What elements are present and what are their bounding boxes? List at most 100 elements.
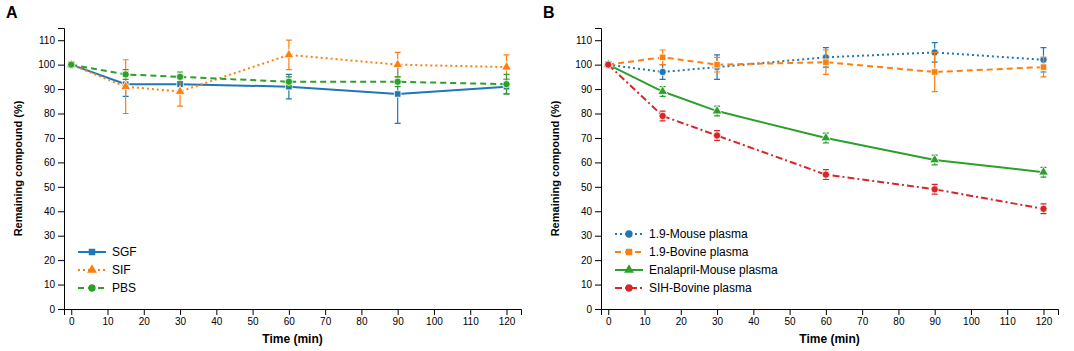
tick-label: 20: [139, 316, 151, 327]
tick: 100: [963, 309, 980, 327]
series: [68, 61, 510, 123]
tick-mark: [58, 89, 64, 90]
tick-label: 10: [102, 316, 114, 327]
tick: 70: [44, 133, 64, 144]
tick: 100: [575, 59, 601, 70]
tick-mark: [434, 309, 435, 315]
tick-mark: [71, 309, 72, 315]
tick-mark: [58, 211, 64, 212]
tick-label: 50: [581, 182, 593, 193]
tick-label: 60: [821, 316, 833, 327]
marker: [66, 59, 76, 68]
error-bar: [123, 70, 129, 80]
tick-mark: [595, 211, 601, 212]
tick: 0: [606, 309, 612, 327]
tick-mark: [595, 65, 601, 66]
tick: 60: [44, 157, 64, 168]
tick: 50: [785, 309, 797, 327]
tick-mark: [753, 309, 754, 315]
series: [66, 40, 511, 113]
x-axis: 0102030405060708090100110120: [602, 309, 1059, 327]
tick: 40: [748, 309, 760, 327]
tick-label: 80: [44, 108, 56, 119]
marker: [931, 186, 938, 193]
error-bar: [714, 55, 720, 79]
tick-label: 30: [175, 316, 187, 327]
legend-item: 1.9-Bovine plasma: [615, 245, 749, 259]
error-bar: [714, 57, 720, 72]
tick-mark: [595, 89, 601, 90]
marker: [823, 59, 829, 65]
tick-label: 100: [963, 316, 980, 327]
tick: 30: [44, 230, 64, 241]
legend: 1.9-Mouse plasma 1.9-Bovine plasma Enalapr…: [615, 227, 778, 295]
legend-marker: [626, 249, 632, 255]
tick: 90: [44, 84, 64, 95]
marker: [659, 112, 666, 119]
tick-label: 70: [581, 133, 593, 144]
legend-label: Enalapril-Mouse plasma: [649, 263, 778, 277]
tick-label: 40: [211, 316, 223, 327]
tick: 120: [1036, 309, 1053, 327]
tick-label: 80: [356, 316, 368, 327]
tick-label: 30: [581, 230, 593, 241]
tick-label: 0: [49, 304, 55, 315]
tick-mark: [58, 40, 64, 41]
tick: 80: [893, 309, 905, 327]
tick-label: 10: [581, 279, 593, 290]
tick-label: 10: [639, 316, 651, 327]
marker: [822, 171, 829, 178]
panel-title: A: [6, 4, 18, 21]
tick: 10: [581, 279, 601, 290]
marker: [176, 73, 183, 80]
tick-label: 110: [39, 35, 55, 46]
chart-svg: 0102030405060708090100110120010203040506…: [0, 0, 1074, 351]
tick: 100: [38, 59, 64, 70]
marker: [68, 61, 75, 68]
tick: 70: [857, 309, 869, 327]
legend-item: SIF: [78, 263, 131, 277]
tick: 90: [393, 309, 405, 327]
tick-mark: [289, 309, 290, 315]
tick-label: 60: [581, 157, 593, 168]
legend-item: 1.9-Mouse plasma: [615, 227, 748, 241]
tick-mark: [971, 309, 972, 315]
tick-mark: [898, 309, 899, 315]
tick-label: 90: [44, 84, 56, 95]
tick-label: 50: [785, 316, 797, 327]
tick: 80: [356, 309, 368, 327]
tick: 60: [821, 309, 833, 327]
marker: [605, 61, 612, 68]
tick-mark: [216, 309, 217, 315]
plot-area: [66, 40, 511, 123]
series: [605, 50, 1047, 92]
legend-item: PBS: [78, 281, 136, 295]
tick-label: 60: [284, 316, 296, 327]
tick-mark: [253, 309, 254, 315]
marker: [502, 61, 512, 70]
tick-mark: [681, 309, 682, 315]
tick: 0: [69, 309, 75, 327]
tick-label: 80: [581, 108, 593, 119]
x-axis: 0102030405060708090100110120: [65, 309, 522, 327]
tick-label: 100: [575, 59, 592, 70]
tick: 70: [581, 133, 601, 144]
axis-line: [65, 310, 522, 316]
tick-mark: [58, 114, 64, 115]
marker: [712, 105, 722, 114]
tick-label: 90: [581, 84, 593, 95]
tick-mark: [826, 309, 827, 315]
tick-label: 90: [393, 316, 405, 327]
tick-mark: [58, 260, 64, 261]
tick-mark: [645, 309, 646, 315]
series: [605, 61, 1048, 214]
tick-mark: [506, 309, 507, 315]
axis-line: [595, 29, 602, 310]
tick-mark: [470, 309, 471, 315]
tick-label: 110: [1000, 316, 1016, 327]
legend-item: SGF: [78, 245, 137, 259]
tick: 40: [211, 309, 223, 327]
tick: 50: [581, 182, 601, 193]
panel: 0102030405060708090100110120010203040506…: [6, 4, 522, 346]
tick-label: 0: [586, 304, 592, 315]
